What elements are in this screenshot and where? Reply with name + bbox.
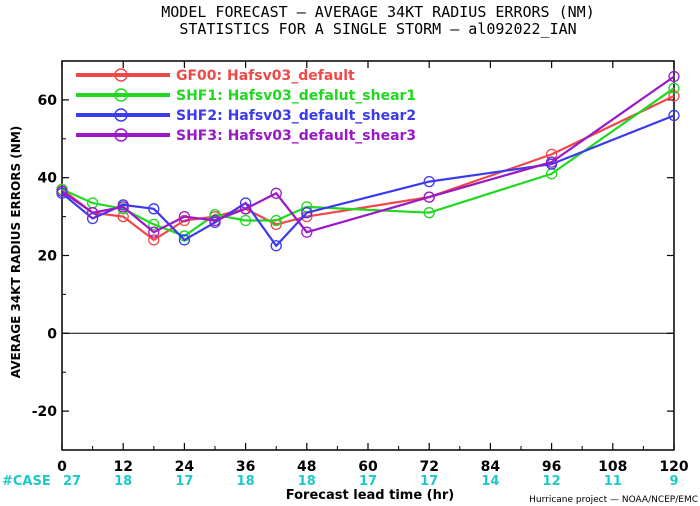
x-tick-label: 120 xyxy=(659,459,688,475)
legend-marker xyxy=(114,68,128,82)
data-point xyxy=(148,234,160,246)
legend-label: GF00: Hafsv03_default xyxy=(176,68,355,84)
data-point xyxy=(301,226,313,238)
case-count: 17 xyxy=(420,474,438,489)
case-count: 17 xyxy=(359,474,377,489)
x-tick-label: 12 xyxy=(113,459,132,475)
y-axis-label: AVERAGE 34KT RADIUS ERRORS (NM) xyxy=(9,126,23,378)
x-tick-label: 24 xyxy=(175,459,195,475)
data-point xyxy=(117,201,129,213)
y-tick-label: -20 xyxy=(32,404,58,420)
case-label: #CASE xyxy=(2,474,51,489)
data-point xyxy=(668,90,680,102)
x-axis-label: Forecast lead time (hr) xyxy=(286,488,454,503)
data-point xyxy=(423,175,435,188)
x-tick-label: 72 xyxy=(419,459,438,475)
case-count: 18 xyxy=(237,474,255,489)
case-count: 18 xyxy=(298,474,316,489)
data-point xyxy=(301,207,313,219)
y-tick-label: 0 xyxy=(47,326,57,342)
data-point xyxy=(668,70,680,83)
x-tick-label: 60 xyxy=(358,459,378,475)
data-point xyxy=(148,203,160,215)
case-count: 17 xyxy=(175,474,193,489)
data-point xyxy=(668,82,680,94)
case-count: 12 xyxy=(543,474,561,489)
credit-text: Hurricane project — NOAA/NCEP/EMC xyxy=(529,495,698,505)
data-point xyxy=(178,234,191,246)
y-tick-label: 40 xyxy=(38,171,58,187)
data-point xyxy=(668,109,680,122)
data-point xyxy=(423,207,435,219)
case-count: 27 xyxy=(63,474,81,489)
y-tick-label: 60 xyxy=(38,93,58,109)
data-point xyxy=(178,210,191,223)
legend-label: SHF2: Hafsv03_default_shear2 xyxy=(176,108,416,124)
case-count: 9 xyxy=(669,474,678,489)
chart-subtitle: STATISTICS FOR A SINGLE STORM — al092022… xyxy=(179,20,576,38)
series-1 xyxy=(56,82,680,242)
case-count: 18 xyxy=(114,474,132,489)
legend-item-2: SHF2: Hafsv03_default_shear2 xyxy=(76,108,416,124)
data-point xyxy=(545,156,558,168)
legend-label: SHF1: Hafsv03_defalut_shear1 xyxy=(176,88,416,104)
case-count: 11 xyxy=(604,474,622,489)
x-tick-label: 96 xyxy=(542,459,561,475)
data-point xyxy=(270,214,282,227)
data-point xyxy=(148,218,160,231)
data-point xyxy=(270,187,282,199)
legend-marker xyxy=(114,88,128,102)
data-point xyxy=(270,240,282,252)
data-point xyxy=(148,226,160,238)
x-tick-label: 108 xyxy=(598,459,627,475)
data-point xyxy=(56,185,68,197)
data-point xyxy=(209,214,221,227)
data-point xyxy=(178,214,191,227)
legend-item-0: GF00: Hafsv03_default xyxy=(76,68,355,84)
legend-label: SHF3: Hafsv03_default_shear3 xyxy=(176,128,416,144)
x-tick-label: 48 xyxy=(297,459,316,475)
data-point xyxy=(239,214,252,227)
x-tick-label: 0 xyxy=(57,459,67,475)
legend-item-3: SHF3: Hafsv03_default_shear3 xyxy=(76,128,416,144)
legend-item-1: SHF1: Hafsv03_defalut_shear1 xyxy=(76,88,416,104)
data-point xyxy=(86,207,99,219)
data-point xyxy=(239,203,252,215)
legend-marker xyxy=(114,108,128,122)
legend-marker xyxy=(114,128,128,142)
series-3 xyxy=(56,70,680,238)
plot-area: 0 12 24 36 48 60 72 84 96 108 120 -20 0 20 40 60 27 18 17 1… xyxy=(32,60,689,489)
case-count: 14 xyxy=(481,474,499,489)
data-point xyxy=(423,191,435,203)
x-tick-label: 36 xyxy=(236,459,255,475)
chart-title: MODEL FORECAST — AVERAGE 34KT RADIUS ERR… xyxy=(161,3,594,21)
y-tick-label: 20 xyxy=(38,249,58,265)
x-tick-label: 84 xyxy=(481,459,501,475)
